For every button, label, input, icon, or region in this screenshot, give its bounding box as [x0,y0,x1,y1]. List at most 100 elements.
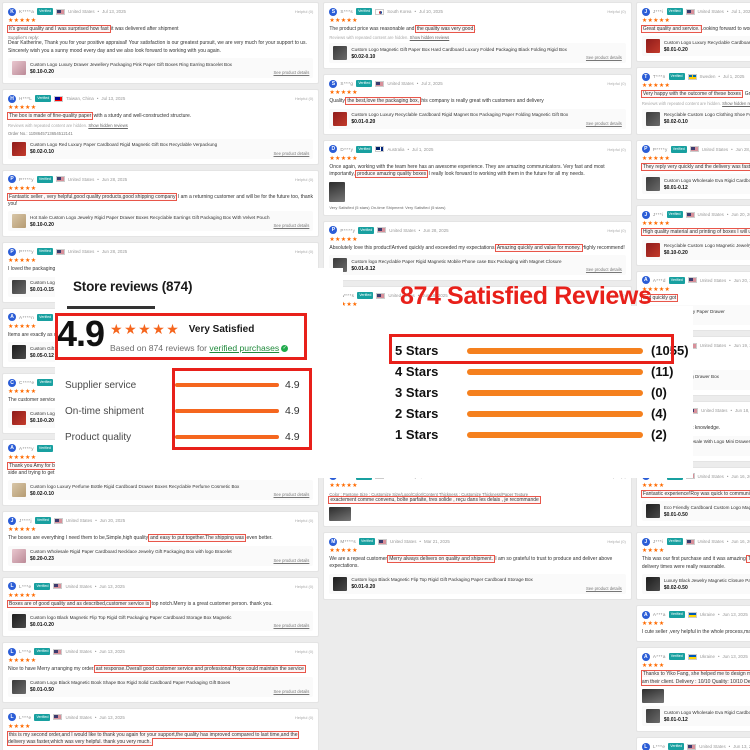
see-product-details-link[interactable]: See product details [273,688,310,694]
product-card[interactable]: Custom logo Luxury Perfume Bottle Rigid … [8,480,314,501]
overall-score-details: ★★★★★ Very Satisfied Based on 874 review… [110,321,289,353]
star-distribution-row[interactable]: 4 Stars (11) [395,361,695,382]
product-thumbnail-icon [333,46,348,61]
review-text-pre: Quality [329,98,347,105]
product-thumbnail-icon [12,548,26,563]
review-photo[interactable] [329,181,346,202]
review-text-highlight: Thanks to Yiko Fang, she helped me to de… [640,670,750,686]
review-date-sep: • [407,146,409,152]
review-text-highlight: and easy to put together.The shipping wa… [148,534,247,543]
review-text: It's great quality and I was surprised h… [7,25,313,33]
review-date: Jun 13, 2025 [99,583,125,589]
product-name: Custom Logo Red Luxury Paper Cardboard R… [30,142,218,148]
product-card[interactable]: Custom Logo Red Luxury Paper Cardboard R… [8,138,314,159]
review-photo[interactable] [329,507,352,522]
product-card[interactable]: Recyclable Custom Logo Magnetic Jewelry … [641,239,750,260]
see-product-details-link[interactable]: See product details [273,70,310,76]
see-product-details-link[interactable]: See product details [273,557,310,563]
star-distribution-row[interactable]: 1 Stars (2) [395,424,695,445]
verified-badge: Verified [37,8,54,15]
show-hidden-reviews-link[interactable]: Show hidden reviews [88,122,128,128]
see-product-details-link[interactable]: See product details [273,150,310,156]
helpful-button[interactable]: Helpful (0) [607,146,626,152]
product-thumbnail-icon [645,709,660,724]
product-thumbnail-icon [12,345,26,360]
helpful-button[interactable]: Helpful (0) [607,539,626,545]
reviewer-name: J***i [652,539,664,545]
review-text-highlight: Very happy with the outcome of these box… [640,90,743,99]
reviewer-country: United States [67,249,95,255]
product-card[interactable]: Custom Logo Wholesale Eva Rigid Cardboar… [641,706,750,727]
star-distribution-row[interactable]: 5 Stars (1055) [395,340,695,361]
helpful-button[interactable]: Helpful (0) [607,81,626,87]
see-product-details-link[interactable]: See product details [585,267,622,273]
product-info: Custom Logo Wholesale Eva Rigid Cardboar… [664,178,750,191]
verified-badge: Verified [668,653,685,661]
product-card[interactable]: Custom logo Black Magnetic Flip Top Rigi… [8,611,314,632]
review-photo[interactable] [641,689,664,704]
product-card[interactable]: Luxury Black Jewelry Magnetic Closure Pa… [641,574,750,595]
star-distribution-row[interactable]: 3 Stars (0) [395,382,695,403]
helpful-button[interactable]: Helpful (0) [294,649,314,655]
review-date: Jun 16, 2025 [731,539,750,545]
review-text-highlight: this is my second order,and I would like… [7,730,299,747]
helpful-button[interactable]: Helpful (0) [294,714,314,720]
see-product-details-link[interactable]: See product details [585,585,622,591]
product-card[interactable]: Hot Sale Custom Logo Jewelry Rigid Paper… [8,211,314,232]
review-text: Very happy with the outcome of these box… [640,90,750,99]
product-card[interactable]: Custom Wholesale Rigid Paper Cardboard N… [8,545,314,566]
see-product-details-link[interactable]: See product details [273,623,310,629]
see-product-details-link[interactable]: See product details [585,55,622,61]
summary-highlight-box [55,313,307,360]
review-date: Jun 13, 2025 [722,654,748,660]
review-stars-icon: ★★★★★ [8,105,37,112]
helpful-button[interactable]: Helpful (0) [294,96,314,102]
store-reviews-tab[interactable]: Store reviews (874) [55,268,343,306]
product-name: Recyclable Custom Logo Clothing Shoe Fol… [663,112,750,118]
product-card[interactable]: Custom Logo Black Magnetic Book Shape Bo… [8,676,314,697]
product-card[interactable]: Custom logo Black Magnetic Flip Top Rigi… [329,573,626,594]
product-card[interactable]: Custom Logo Luxury Drawer Jewellery Pack… [8,58,314,79]
star-distribution-list: 5 Stars (1055) 4 Stars (11) 3 Stars (0) 2 Star… [395,340,695,445]
see-product-details-link[interactable]: See product details [273,492,310,498]
verified-purchases-link[interactable]: verified purchases [209,343,280,353]
star-distribution-row[interactable]: 2 Stars (4) [395,403,695,424]
review-text-pre: This was our first purchase and it was a… [641,556,748,563]
product-price: $0.02-0.10 [30,149,54,156]
helpful-button[interactable]: Helpful (0) [294,9,314,14]
country-flag-icon [53,648,63,655]
helpful-button[interactable]: Helpful (0) [294,518,314,524]
review-card: D D***y Verified Australia • Jul 1, 2025 Helpf… [323,139,632,216]
product-card[interactable]: Custom Logo Wholesale Eva Rigid Cardboar… [641,174,750,195]
country-flag-icon [685,211,695,218]
helpful-button[interactable]: Helpful (0) [294,249,314,255]
see-product-details-link[interactable]: See product details [273,223,310,229]
review-specs: Color : Pantone Size : Customize Size/Lo… [329,491,529,497]
helpful-button[interactable]: Helpful (0) [294,176,314,182]
helpful-button[interactable]: Helpful (0) [294,583,314,589]
review-text: Thanks to Yiko Fang, she helped me to de… [640,670,750,686]
star-bar-wrap: (2) [467,427,695,442]
product-card[interactable]: Eco Friendly Cardboard Custom Logo Magne… [641,501,750,522]
product-card[interactable]: Custom Logo Magnetic Gift Paper Box Hard… [329,43,626,64]
product-card[interactable]: Custom Logo Luxury Recyclable Cardboard … [329,108,626,129]
product-card[interactable]: Custom Logo Luxury Recyclable Cardboard … [641,36,750,57]
avatar: L [641,742,650,750]
product-card[interactable]: Recyclable Custom Logo Clothing Shoe Fol… [641,108,750,129]
review-date-sep: • [728,744,731,750]
product-info: Custom Logo Luxury Recyclable Cardboard … [664,40,750,53]
helpful-button[interactable]: Helpful (0) [607,227,626,233]
review-text-post: it was delivered after shipment [109,26,179,32]
show-hidden-reviews-link[interactable]: Show hidden reviews [409,35,450,41]
review-text-post: Highly recommend! [581,244,625,251]
helpful-button[interactable]: Helpful (0) [607,293,626,299]
show-hidden-reviews-link[interactable]: Show hidden reviews [722,100,750,106]
helpful-button[interactable]: Helpful (0) [607,9,626,14]
product-name: Custom Logo Luxury Recyclable Cardboard … [351,112,569,118]
see-product-details-link[interactable]: See product details [585,120,622,126]
